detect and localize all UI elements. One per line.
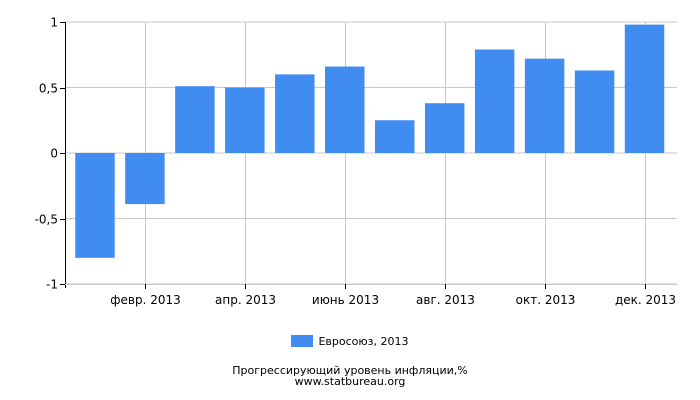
source-caption: www.statbureau.org	[294, 375, 406, 388]
y-tick-label: -0,5	[35, 213, 58, 227]
bar	[574, 70, 615, 153]
x-tick-label: апр. 2013	[215, 293, 276, 307]
bar	[474, 49, 515, 154]
x-tick-label: февр. 2013	[110, 293, 181, 307]
legend-label: Евросоюз, 2013	[318, 334, 409, 348]
bar	[424, 103, 465, 153]
bar	[374, 120, 415, 153]
legend: Евросоюз, 2013	[0, 332, 700, 350]
bar	[325, 66, 365, 153]
x-tick-label: окт. 2013	[516, 293, 576, 307]
y-tick-label: 0,5	[39, 82, 58, 96]
y-tick-label: -1	[46, 278, 58, 292]
bar	[225, 87, 265, 153]
bar	[624, 24, 665, 154]
x-tick-label: авг. 2013	[416, 293, 475, 307]
x-tick-label: июнь 2013	[312, 293, 379, 307]
x-tick-label: дек. 2013	[615, 293, 676, 307]
y-tick-label: 0	[50, 147, 58, 161]
y-tick-label: 1	[50, 16, 58, 30]
tick-labels: -1 -0,5 0 0,5 1 февр. 2013 апр. 2013 июнь 2013 а…	[35, 16, 676, 308]
bars	[75, 24, 665, 258]
bar	[524, 58, 565, 153]
bar	[125, 153, 165, 205]
bar	[275, 74, 315, 153]
legend-swatch	[291, 335, 314, 347]
axes	[60, 22, 677, 289]
bar	[175, 86, 215, 153]
chart-caption: Прогрессирующий уровень инфляции,%	[232, 364, 468, 377]
bar	[75, 153, 115, 258]
